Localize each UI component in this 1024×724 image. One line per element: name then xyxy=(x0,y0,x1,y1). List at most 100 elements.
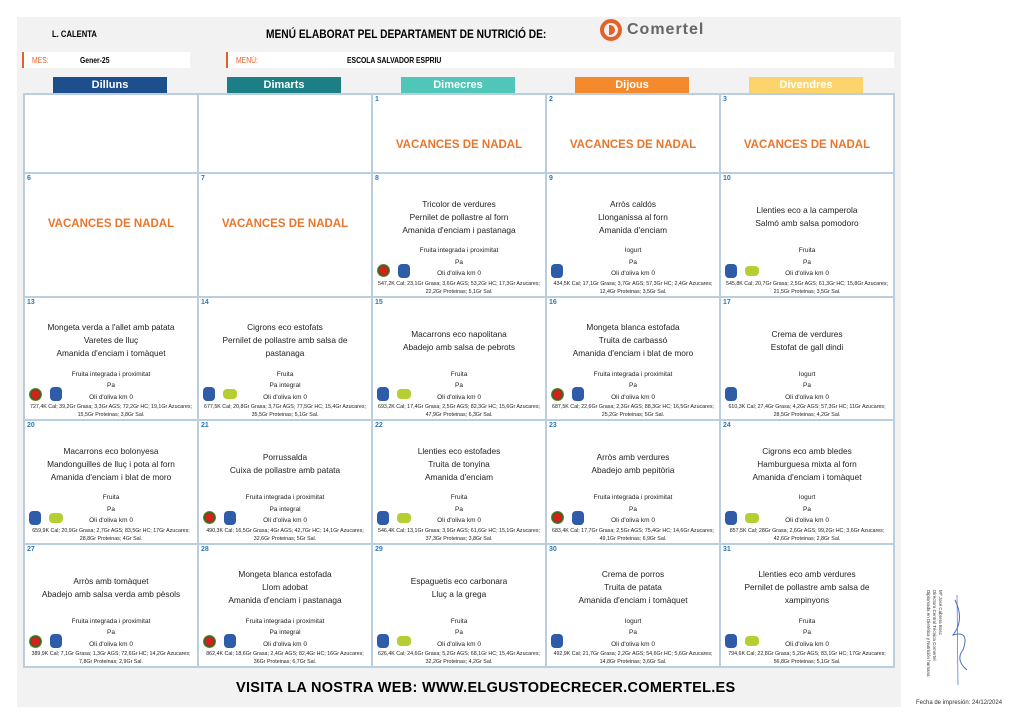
day-header-dimecres: Dimecres xyxy=(401,77,515,93)
dish-list: Cigrons eco estofats Pernilet de pollastr… xyxy=(199,315,371,367)
km0-icon xyxy=(377,387,389,401)
dish: Llenties eco a la camperola xyxy=(756,205,858,215)
extra-item: Oli d'oliva km 0 xyxy=(785,393,829,401)
extra-item: Oli d'oliva km 0 xyxy=(437,270,481,277)
day-cell: 14 Cigrons eco estofats Pernilet de pollas… xyxy=(198,296,372,420)
nutrition-info: 547,2K Cal; 23,1Gr Grasa; 3,6Gr AGS; 53,… xyxy=(378,280,540,295)
dish: Arròs caldós xyxy=(609,198,657,209)
dish-list: Llenties eco estofades Truita de tonyina A… xyxy=(373,438,545,490)
extras-list: Fruita Pa Oli d'oliva km 0 xyxy=(25,492,197,527)
badge-icons xyxy=(551,387,584,401)
day-cell: 8 Tricolor de verdures Pernilet de pollast… xyxy=(372,173,546,297)
day-cell: 2 VACANCES DE NADAL xyxy=(546,94,720,173)
extra-item: Oli d'oliva km 0 xyxy=(263,393,307,401)
day-cell: 28 Mongeta blanca estofada Llom adobat Aman… xyxy=(198,543,372,667)
extra-item: Fruita integrada i proximitat xyxy=(245,617,325,625)
nutrition-info: 683,4K Cal; 17,7Gr Grasa; 2,5Gr AGS; 75,… xyxy=(552,527,714,542)
day-cell: 1 VACANCES DE NADAL xyxy=(372,94,546,173)
km0-icon xyxy=(29,510,41,525)
day-cell: 24 Cigrons eco amb bledes Hamburguesa mixt… xyxy=(720,420,894,544)
day-cell: 21 Porrussalda Cuixa de pollastre amb pata… xyxy=(198,420,372,544)
extras-list: Iogurt Pa Oli d'oliva km 0 xyxy=(721,369,893,404)
nutrition-info: 693,2K Cal; 17,4Gr Grasa; 2,5Gr AGS; 82,… xyxy=(378,404,540,418)
extra-item: Oli d'oliva km 0 xyxy=(437,393,481,401)
nutrition-info: 659,9K Cal; 20,9Gr Grasa; 2,7Gr AGS; 83,… xyxy=(32,527,190,542)
day-cell: 27 Arròs amb tomàquet Abadejo amb salsa ve… xyxy=(24,543,198,667)
signature-role: Directora Central Técnica Comertel xyxy=(932,590,937,661)
day-cell: 7 VACANCES DE NADAL xyxy=(198,173,372,297)
day-number: 6 xyxy=(27,175,31,182)
dish: Mandonguilles de lluç i pota al forn xyxy=(47,458,175,469)
dish: Crema de porros xyxy=(601,569,665,579)
dish: Llom adobat xyxy=(262,582,308,592)
day-number: 13 xyxy=(27,298,35,306)
day-number: 3 xyxy=(723,96,727,103)
nutrition-info: 389,9K Cal; 7,1Gr Grasa; 1,3Gr AGS; 72,6… xyxy=(31,651,191,665)
dish-list: Arròs caldós Llonganissa al forn Amanida d… xyxy=(547,191,719,243)
dish: Espaguetis eco carbonara xyxy=(410,575,508,586)
dish-list: Cigrons eco amb bledes Hamburguesa mixta … xyxy=(721,438,893,490)
fruita-integrada-icon xyxy=(377,264,390,277)
holiday-label: VACANCES DE NADAL xyxy=(395,139,523,151)
km0-icon xyxy=(572,510,584,525)
day-number: 10 xyxy=(723,175,731,182)
page-title: MENÚ ELABORAT PEL DEPARTAMENT DE NUTRICI… xyxy=(266,27,547,41)
line-type: L. CALENTA xyxy=(52,29,97,39)
dish: Amanida d'enciam i blat de moro xyxy=(572,348,694,358)
dish: Amanida d'enciam i pastanaga xyxy=(228,595,342,605)
dish: Cuixa de pollastre amb patata xyxy=(229,465,341,475)
day-number: 22 xyxy=(375,422,383,429)
website-banner: VISITA LA NOSTRA WEB: WWW.ELGUSTODECRECE… xyxy=(236,680,736,696)
badge-icons xyxy=(377,634,411,648)
dish: Mongeta blanca estofada xyxy=(238,569,332,579)
extra-item: Iogurt xyxy=(624,247,642,254)
dish: Cigrons eco amb bledes xyxy=(762,445,852,456)
badge-icons xyxy=(203,634,236,648)
logo-text: Comertel xyxy=(627,21,705,38)
km0-icon xyxy=(50,387,62,401)
km0-icon xyxy=(725,510,737,525)
extras-list: Iogurt Pa Oli d'oliva km 0 xyxy=(547,616,719,651)
dish-list: Arròs amb tomàquet Abadejo amb salsa verd… xyxy=(25,562,197,614)
badge-icons xyxy=(377,387,411,401)
extra-item: Oli d'oliva km 0 xyxy=(263,517,307,524)
day-number: 24 xyxy=(723,422,731,429)
day-number: 17 xyxy=(723,298,731,306)
day-cell: 30 Crema de porros Truita de patata Amanida… xyxy=(546,543,720,667)
extra-item: Pa integral xyxy=(269,505,301,513)
nutrition-info: 794,6K Cal; 22,8Gr Grasa; 5,2Gr AGS; 83,… xyxy=(728,651,886,665)
fruita-integrada-icon xyxy=(29,387,42,401)
day-number: 23 xyxy=(549,422,557,429)
day-number: 30 xyxy=(549,545,557,553)
month-bar: MES: Gener-25 xyxy=(22,52,190,68)
day-header-dijous: Dijous xyxy=(575,77,689,93)
menu-label: MENÚ: xyxy=(236,55,258,65)
km0-icon xyxy=(551,263,563,278)
extra-item: Fruita xyxy=(450,370,468,378)
day-cell: 23 Arròs amb verdures Abadejo amb pepitòri… xyxy=(546,420,720,544)
badge-icons xyxy=(29,510,63,525)
extras-list: Fruita integrada i proximitat Pa Oli d'oli… xyxy=(25,369,197,404)
day-number: 7 xyxy=(201,175,205,182)
km0-icon xyxy=(725,263,737,278)
day-number: 2 xyxy=(549,96,553,103)
signature-name: Mª José Cabrera Bosc xyxy=(938,590,943,635)
dish-list: Porrussalda Cuixa de pollastre amb patata xyxy=(199,438,371,490)
extra-item: Fruita integrada i proximitat xyxy=(419,247,499,254)
dish: Cigrons eco estofats xyxy=(247,322,323,332)
holiday-label: VACANCES DE NADAL xyxy=(47,218,175,230)
dish: Arròs amb verdures xyxy=(596,452,670,462)
dish: Abadejo amb salsa verda amb pèsols xyxy=(41,588,181,599)
extras-list: Fruita integrada i proximitat Pa Oli d'oli… xyxy=(547,369,719,404)
extra-item: Fruita integrada i proximitat xyxy=(593,494,673,501)
extra-item: Oli d'oliva km 0 xyxy=(437,640,481,648)
extra-item: Fruita xyxy=(102,494,120,501)
nutrition-info: 492,9K Cal; 21,7Gr Grasa; 2,2Gr AGS; 54,… xyxy=(553,651,713,665)
dish: Llenties eco amb verdures xyxy=(758,569,856,579)
extra-item: Pa xyxy=(629,258,637,266)
dish-list: Espaguetis eco carbonara Lluç a la grega xyxy=(373,562,545,614)
badge-icons xyxy=(551,263,563,278)
badge-icons xyxy=(725,387,737,401)
extra-item: Iogurt xyxy=(798,370,816,378)
extra-item: Pa xyxy=(803,258,811,266)
